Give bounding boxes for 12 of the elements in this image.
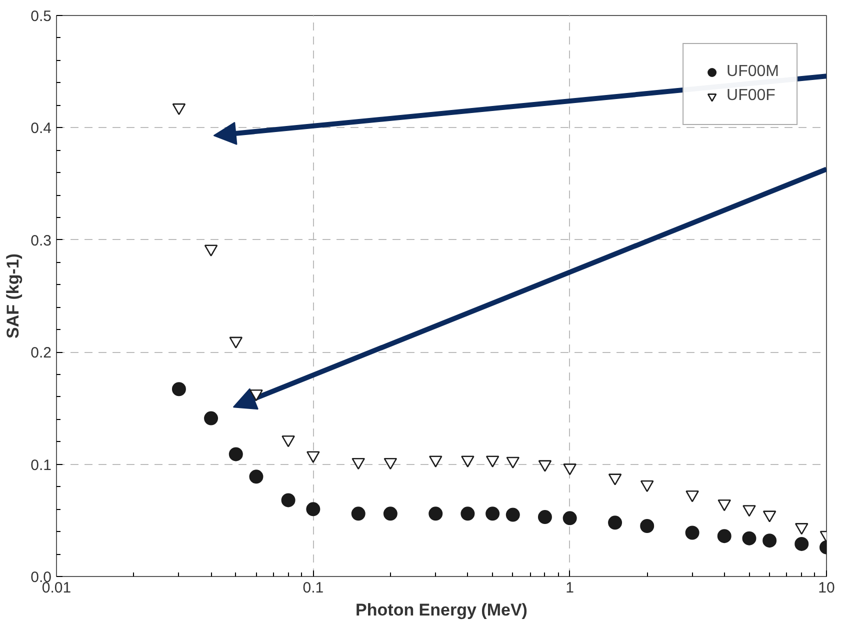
legend-label: UF00M [726,63,779,81]
y-axis-title: SAF (kg-1) [4,254,23,338]
y-tick-label: 0.4 [30,120,52,138]
x-axis-title: Photon Energy (MeV) [356,600,528,620]
legend-label: UF00F [726,87,776,105]
x-tick-label: 1 [566,580,574,596]
y-tick-label: 0.2 [30,344,52,362]
y-tick-label: 0.3 [30,232,52,250]
x-tick-label: 0.1 [302,580,324,596]
x-tick-label: 10 [818,580,835,596]
y-tick-label: 0.1 [30,456,52,474]
y-tick-label: 0.5 [30,8,52,25]
